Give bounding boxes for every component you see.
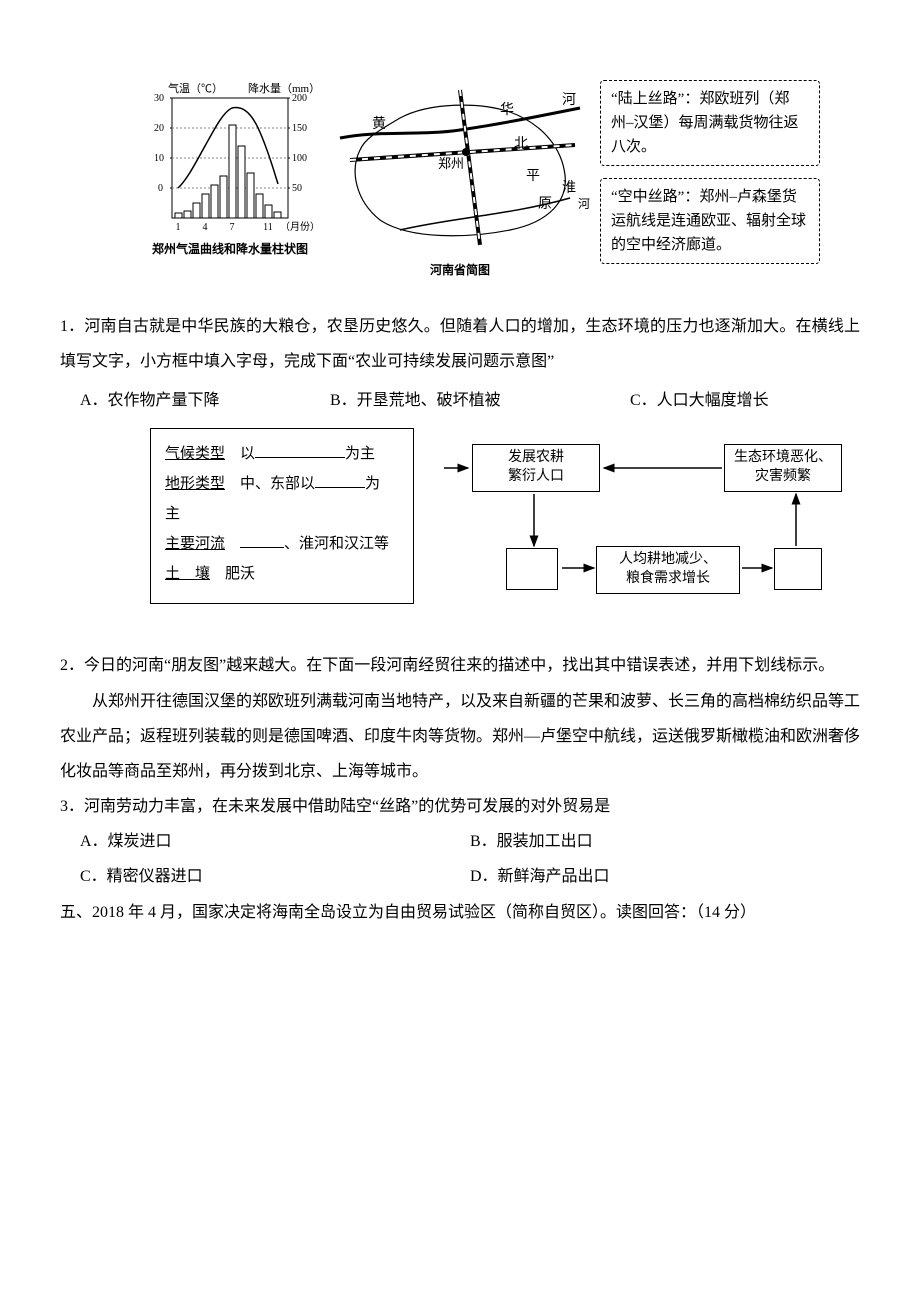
svg-text:11: 11	[263, 222, 273, 233]
left-axis-label: 气温（℃）	[168, 81, 223, 95]
right-axis-label: 降水量（mm）	[248, 81, 320, 95]
svg-text:30: 30	[154, 93, 164, 104]
climate-chart: 气温（℃） 降水量（mm） 30 20 10 0 200 150 100 50	[140, 80, 320, 258]
q3-option-a: A．煤炭进口	[80, 824, 470, 859]
flow-box-ecology: 生态环境恶化、灾害频繁	[724, 444, 842, 492]
svg-text:平: 平	[526, 169, 540, 184]
flow-box-farming: 发展农耕繁衍人口	[472, 444, 600, 492]
q1-stem: 1．河南自古就是中华民族的大粮仓，农垦历史悠久。但随着人口的增加，生态环境的压力…	[60, 309, 860, 379]
q3-option-c: C．精密仪器进口	[80, 859, 470, 894]
svg-text:原: 原	[538, 197, 552, 212]
q1-options: A．农作物产量下降 B．开垦荒地、破坏植被 C．人口大幅度增长	[80, 383, 860, 418]
svg-text:10: 10	[154, 153, 164, 164]
left-ticks: 30 20 10 0	[154, 93, 172, 194]
agri-left-box: 气候类型 以为主 地形类型 中、东部以为主 主要河流 、淮河和汉江等 土 壤 肥…	[150, 428, 414, 604]
q3-stem: 3．河南劳动力丰富，在未来发展中借助陆空“丝路”的优势可发展的对外贸易是	[60, 789, 860, 824]
right-ticks: 200 150 100 50	[288, 93, 307, 194]
map-svg: 黄 河 华 北 平 原 淮 河 郑州	[330, 80, 590, 248]
svg-text:150: 150	[292, 123, 307, 134]
climate-caption: 郑州气温曲线和降水量柱状图	[140, 242, 320, 258]
silk-road-panel: “陆上丝路”：郑欧班列（郑州–汉堡）每周满载货物往返八次。 “空中丝路”：郑州–…	[600, 80, 820, 264]
svg-text:7: 7	[230, 222, 235, 233]
land-silk-road-box: “陆上丝路”：郑欧班列（郑州–汉堡）每周满载货物往返八次。	[600, 80, 820, 166]
climate-svg: 气温（℃） 降水量（mm） 30 20 10 0 200 150 100 50	[140, 80, 320, 240]
svg-text:黄: 黄	[372, 115, 386, 132]
q1-option-a: A．农作物产量下降	[80, 383, 330, 418]
q2-passage: 从郑州开往德国汉堡的郑欧班列满载河南当地特产，以及来自新疆的芒果和波萝、长三角的…	[60, 684, 860, 790]
q3-option-b: B．服装加工出口	[470, 824, 860, 859]
agri-diagram: 气候类型 以为主 地形类型 中、东部以为主 主要河流 、淮河和汉江等 土 壤 肥…	[150, 428, 860, 628]
svg-text:50: 50	[292, 183, 302, 194]
flow-box-percapita: 人均耕地减少、粮食需求增长	[596, 546, 740, 594]
agri-row-climate: 气候类型 以为主	[165, 439, 395, 469]
flow-blank-right[interactable]	[774, 548, 822, 590]
blank-terrain[interactable]	[315, 472, 365, 488]
agri-row-river: 主要河流 、淮河和汉江等	[165, 529, 395, 559]
svg-text:郑州: 郑州	[438, 156, 464, 171]
svg-text:河: 河	[562, 92, 576, 108]
svg-text:华: 华	[500, 102, 514, 118]
svg-text:100: 100	[292, 153, 307, 164]
svg-text:20: 20	[154, 123, 164, 134]
flow-diagram: 发展农耕繁衍人口 生态环境恶化、灾害频繁 人均耕地减少、粮食需求增长	[444, 428, 844, 628]
q1-option-b: B．开垦荒地、破坏植被	[330, 383, 630, 418]
agri-row-soil: 土 壤 肥沃	[165, 559, 395, 589]
section5-stem: 五、2018 年 4 月，国家决定将海南全岛设立为自由贸易试验区（简称自贸区）。…	[60, 895, 860, 930]
top-figure-row: 气温（℃） 降水量（mm） 30 20 10 0 200 150 100 50	[140, 80, 820, 279]
q1-option-c: C．人口大幅度增长	[630, 383, 769, 418]
air-silk-road-box: “空中丝路”：郑州–卢森堡货运航线是连通欧亚、辐射全球的空中经济廊道。	[600, 178, 820, 264]
blank-river[interactable]	[240, 532, 284, 548]
q3-option-d: D．新鲜海产品出口	[470, 859, 860, 894]
svg-text:200: 200	[292, 93, 307, 104]
blank-climate[interactable]	[255, 442, 345, 458]
flow-blank-left[interactable]	[506, 548, 558, 590]
svg-text:河: 河	[578, 197, 590, 211]
q2-stem: 2．今日的河南“朋友图”越来越大。在下面一段河南经贸往来的描述中，找出其中错误表…	[60, 648, 860, 683]
svg-text:4: 4	[203, 222, 208, 233]
svg-text:1: 1	[176, 222, 181, 233]
x-ticks: 1 4 7 11 （月份）	[176, 221, 321, 233]
q3-options: A．煤炭进口 B．服装加工出口 C．精密仪器进口 D．新鲜海产品出口	[80, 824, 860, 894]
svg-text:0: 0	[158, 183, 163, 194]
svg-text:（月份）: （月份）	[280, 221, 320, 233]
map-caption: 河南省简图	[330, 263, 590, 279]
henan-map: 黄 河 华 北 平 原 淮 河 郑州 河南省简图	[330, 80, 590, 279]
svg-text:淮: 淮	[562, 180, 576, 196]
agri-row-terrain: 地形类型 中、东部以为主	[165, 469, 395, 529]
svg-text:北: 北	[514, 136, 528, 152]
